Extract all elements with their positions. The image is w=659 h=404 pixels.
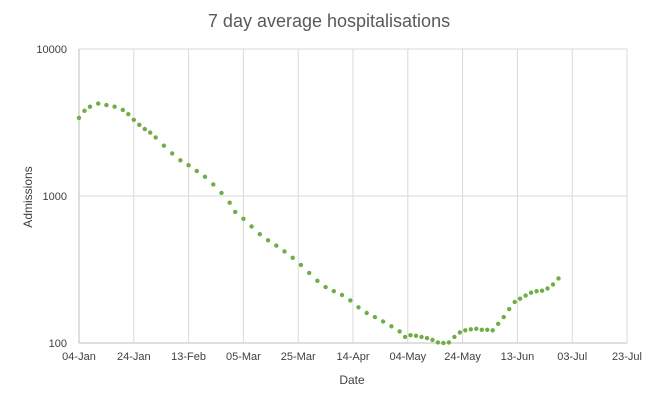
data-point — [364, 310, 369, 316]
data-point — [186, 163, 191, 168]
data-point — [323, 284, 328, 290]
x-axis-label: Date — [339, 373, 365, 387]
data-point — [194, 168, 199, 174]
x-tick-label: 04-Jan — [62, 351, 96, 363]
data-point — [298, 262, 304, 268]
data-point — [120, 107, 126, 113]
data-point — [331, 289, 336, 294]
data-point — [87, 104, 93, 109]
data-point — [424, 335, 430, 341]
data-point — [170, 151, 175, 156]
data-point — [523, 293, 528, 298]
x-tick-labels: 04-Jan 24-Jan 13-Feb 05-Mar 25-Mar 14-Apr 04-M… — [62, 351, 642, 363]
x-tick-label: 23-Jul — [612, 351, 642, 363]
data-point — [550, 282, 556, 287]
y-axis-label: Admissions — [21, 166, 35, 227]
data-point — [517, 296, 523, 301]
data-point — [219, 190, 224, 196]
data-point — [507, 306, 512, 312]
data-point — [282, 249, 287, 254]
x-tick-label: 24-Jan — [117, 351, 151, 363]
y-tick-label: 1000 — [43, 191, 67, 203]
data-point — [131, 117, 136, 123]
data-point — [307, 270, 312, 276]
data-point — [474, 326, 479, 331]
data-point — [82, 108, 87, 114]
data-point — [372, 314, 378, 320]
data-point — [512, 299, 517, 305]
data-point — [408, 333, 413, 338]
x-tick-label: 24-May — [444, 351, 481, 363]
x-tick-label: 05-Mar — [226, 351, 261, 363]
data-point — [389, 324, 394, 329]
data-point — [539, 288, 545, 293]
data-point — [356, 305, 361, 310]
x-tick-label: 13-Jun — [501, 351, 535, 363]
data-point — [468, 327, 473, 332]
data-point — [315, 278, 320, 283]
x-tick-label: 03-Jul — [557, 351, 587, 363]
data-point — [402, 334, 408, 340]
x-tick-label: 04-May — [389, 351, 426, 363]
data-point — [419, 334, 424, 340]
y-tick-label: 100 — [49, 338, 67, 350]
data-point — [142, 126, 147, 132]
data-point — [479, 327, 484, 332]
data-point — [126, 112, 131, 117]
data-point — [76, 115, 82, 121]
data-point — [211, 182, 216, 187]
data-point — [202, 174, 208, 179]
x-tick-label: 13-Feb — [171, 351, 206, 363]
data-point — [528, 290, 534, 295]
chart-title: 7 day average hospitalisations — [208, 11, 450, 31]
x-tick-label: 14-Apr — [336, 351, 369, 363]
data-point — [490, 328, 495, 333]
data-point — [274, 243, 279, 248]
data-points — [76, 101, 561, 346]
data-point — [257, 232, 262, 237]
data-point — [545, 286, 550, 291]
data-point — [380, 319, 386, 324]
data-point — [496, 321, 501, 326]
data-point — [96, 101, 101, 106]
data-point — [233, 209, 238, 215]
data-point — [178, 158, 183, 163]
data-point — [153, 135, 158, 140]
y-tick-labels: 100 1000 10000 — [36, 44, 67, 350]
data-point — [441, 340, 446, 346]
data-point — [290, 255, 295, 260]
data-point — [348, 298, 353, 303]
data-point — [446, 340, 452, 345]
data-point — [227, 200, 232, 205]
data-point — [452, 334, 457, 340]
data-point — [463, 328, 468, 333]
data-point — [534, 289, 539, 294]
data-point — [137, 122, 142, 128]
data-point — [241, 216, 246, 221]
data-point — [457, 330, 463, 335]
data-point — [430, 337, 435, 343]
data-point — [501, 314, 506, 320]
data-point — [435, 340, 441, 345]
grid — [78, 48, 628, 344]
data-point — [249, 224, 254, 229]
data-point — [485, 327, 490, 332]
data-point — [339, 292, 345, 298]
data-point — [112, 104, 117, 109]
x-tick-label: 25-Mar — [281, 351, 316, 363]
data-point — [161, 143, 167, 148]
data-point — [265, 238, 271, 243]
data-point — [397, 329, 402, 334]
data-point — [413, 333, 419, 338]
y-tick-label: 10000 — [36, 44, 67, 56]
data-point — [104, 102, 109, 108]
data-point — [556, 276, 561, 281]
data-point — [148, 130, 153, 135]
